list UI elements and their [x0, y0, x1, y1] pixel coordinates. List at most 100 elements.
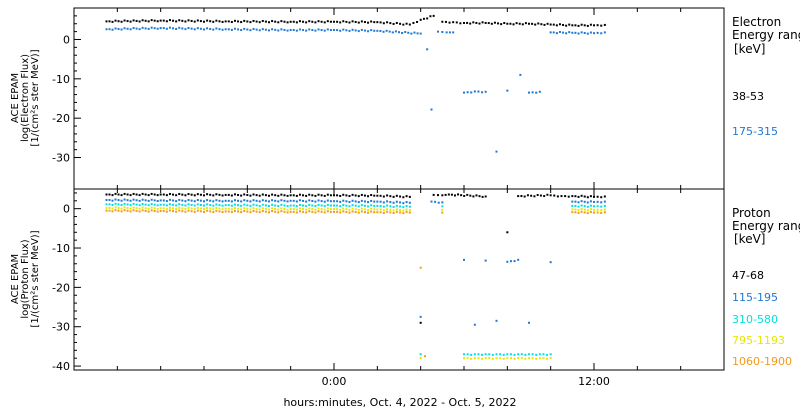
- proton-series-2-dot: [513, 353, 516, 356]
- electron-series-0-dot: [386, 21, 389, 24]
- electron-series-0-dot: [305, 21, 308, 24]
- proton-series-1-point: [441, 201, 444, 204]
- proton-series-4-dot: [162, 210, 165, 213]
- proton-series-4-dot: [187, 209, 190, 212]
- proton-series-4-dot: [129, 210, 132, 213]
- electron-series-1-point: [159, 27, 162, 30]
- proton-series-3-dot: [172, 207, 175, 210]
- electron-series-0-dot: [351, 20, 354, 23]
- proton-series-3-dot: [339, 208, 342, 211]
- proton-series-3-dot: [255, 207, 258, 210]
- proton-series-3-dot: [323, 208, 326, 211]
- proton-series-0-dot: [526, 194, 529, 197]
- proton-series-4-dot: [114, 209, 117, 212]
- proton-series-2-point: [538, 353, 541, 356]
- electron-series-1-dot: [264, 28, 267, 31]
- proton-series-2-dot: [117, 203, 120, 206]
- proton-series-1-dot: [165, 200, 168, 203]
- electron-series-0-dot: [469, 22, 472, 25]
- electron-series-1-dot: [168, 26, 171, 29]
- proton-series-0-dot: [556, 195, 559, 198]
- proton-series-0-dot: [546, 193, 549, 196]
- proton-series-0-dot: [261, 193, 264, 196]
- proton-series-0-dot: [520, 195, 523, 198]
- proton-series-3-point: [408, 209, 411, 212]
- proton-series-3-dot: [209, 207, 212, 210]
- proton-series-4-dot: [199, 210, 202, 213]
- proton-series-1-dot: [277, 200, 280, 203]
- electron-series-1-point: [289, 29, 292, 32]
- proton-series-0-dot: [478, 195, 481, 198]
- electron-series-1-dot: [175, 27, 178, 30]
- proton-series-1-dot: [141, 198, 144, 201]
- proton-series-2-dot: [509, 353, 512, 356]
- proton-series-4-dot: [379, 211, 382, 214]
- proton-series-2-dot: [221, 204, 224, 207]
- electron-series-1-point: [519, 73, 522, 76]
- proton-series-0-point: [560, 195, 563, 198]
- proton-series-2-dot: [132, 202, 135, 205]
- electron-series-0-dot: [227, 20, 230, 23]
- proton-series-0-dot: [389, 195, 392, 198]
- proton-series-2-dot: [252, 203, 255, 206]
- proton-series-1-dot: [147, 199, 150, 202]
- proton-series-3-dot: [240, 208, 243, 211]
- proton-series-1-dot: [132, 198, 135, 201]
- electron-series-0-dot: [123, 19, 126, 22]
- proton-series-1-dot: [126, 199, 129, 202]
- electron-legend-units: [keV]: [734, 42, 765, 56]
- proton-series-4-dot: [141, 209, 144, 212]
- proton-series-4-dot: [123, 209, 126, 212]
- electron-series-1-dot: [227, 28, 230, 31]
- proton-series-1-dot: [268, 200, 270, 203]
- proton-series-2-dot: [314, 205, 317, 208]
- proton-series-2-dot: [206, 203, 209, 206]
- proton-series-0-dot: [209, 193, 212, 196]
- electron-series-1-point: [549, 31, 552, 34]
- proton-series-2-dot: [354, 204, 357, 207]
- proton-series-1-dot: [370, 199, 373, 202]
- electron-series-0-point: [441, 20, 444, 23]
- electron-series-1-dot: [132, 27, 135, 30]
- electron-series-0-dot: [187, 19, 190, 22]
- proton-series-2-dot: [320, 204, 323, 207]
- proton-series-2-dot: [308, 203, 311, 206]
- proton-series-3-dot: [392, 209, 395, 212]
- electron-series-0-dot: [215, 19, 218, 22]
- electron-series-0-point: [463, 21, 465, 24]
- proton-series-2-dot: [129, 204, 132, 207]
- electron-series-1-dot: [190, 27, 193, 30]
- proton-series-3-point: [105, 206, 108, 209]
- proton-series-2-point: [419, 353, 422, 356]
- electron-series-0-dot: [574, 24, 577, 27]
- electron-series-1-dot: [379, 30, 382, 33]
- electron-series-1-point: [445, 31, 448, 34]
- proton-series-1-dot: [351, 199, 354, 202]
- proton-series-4-dot: [354, 211, 357, 214]
- electron-series-0-dot: [147, 20, 150, 23]
- proton-series-0-dot: [402, 196, 405, 199]
- electron-series-1-dot: [153, 27, 156, 30]
- proton-series-0-dot: [460, 194, 463, 197]
- electron-series-0-point: [419, 18, 422, 21]
- electron-series-1-dot: [568, 31, 571, 34]
- electron-series-1-dot: [311, 29, 314, 32]
- electron-series-1-point: [224, 28, 227, 31]
- proton-series-0-dot: [567, 195, 570, 198]
- proton-series-3-dot: [184, 208, 187, 211]
- proton-series-1-dot: [246, 199, 249, 202]
- proton-series-1-dot: [329, 200, 332, 203]
- proton-series-4-dot: [367, 211, 370, 214]
- proton-series-3-dot: [308, 207, 311, 210]
- proton-series-2-dot: [531, 353, 534, 356]
- proton-series-4-dot: [175, 210, 178, 213]
- proton-series-0-dot: [108, 193, 111, 196]
- proton-series-3-dot: [320, 208, 323, 211]
- proton-series-4-dot: [580, 210, 583, 213]
- electron-series-0-dot: [129, 20, 132, 23]
- proton-series-4-dot: [243, 209, 246, 212]
- proton-series-3-point: [463, 357, 465, 360]
- electron-series-0-dot: [280, 20, 283, 23]
- electron-series-1-point: [376, 29, 379, 32]
- electron-series-0-point: [159, 19, 162, 22]
